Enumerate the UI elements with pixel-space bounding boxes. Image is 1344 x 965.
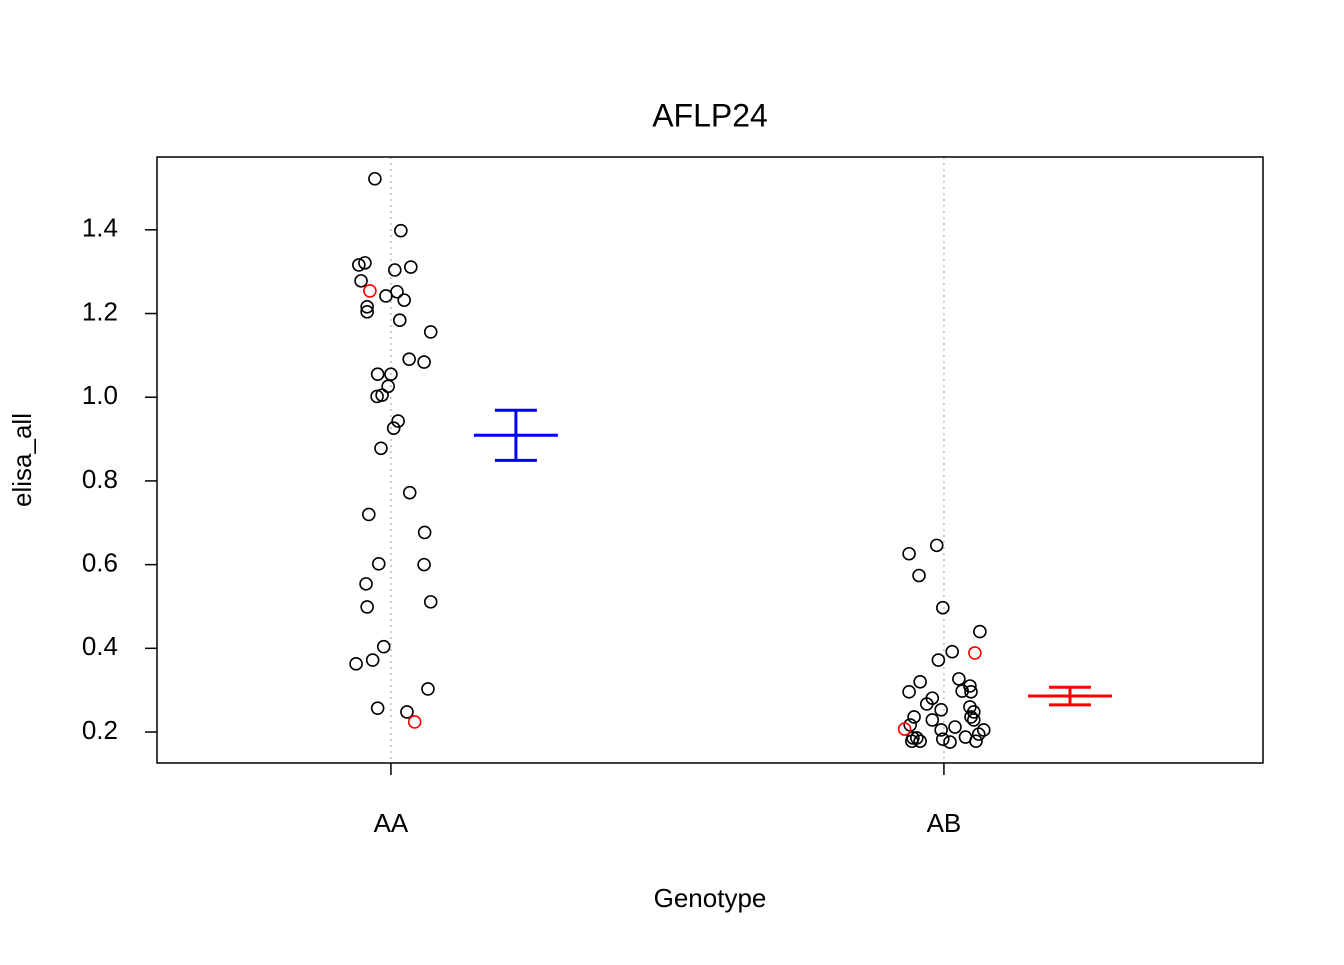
point: [934, 723, 948, 737]
point: [360, 300, 374, 314]
point: [966, 713, 981, 727]
point: [394, 223, 408, 238]
point: [359, 577, 373, 591]
point: [936, 600, 950, 615]
point: [936, 732, 950, 746]
y-tick-label: 0.2: [82, 715, 118, 745]
point: [402, 352, 416, 366]
y-axis-title: elisa_all: [7, 413, 37, 507]
point: [374, 441, 388, 456]
point: [973, 624, 987, 639]
point: [968, 646, 982, 660]
point: [969, 734, 983, 749]
point: [387, 263, 402, 277]
point: [897, 722, 912, 736]
y-tick-label: 1.0: [82, 380, 118, 410]
point: [421, 682, 435, 696]
point: [931, 653, 946, 667]
y-tick-label: 0.8: [82, 464, 118, 494]
x-axis-title: Genotype: [654, 883, 767, 913]
point: [955, 684, 969, 698]
point: [400, 705, 414, 719]
point: [365, 653, 380, 667]
point: [361, 507, 376, 522]
point: [913, 675, 927, 689]
point: [929, 538, 944, 553]
point: [912, 568, 926, 583]
point: [907, 710, 921, 724]
point: [407, 715, 422, 729]
point: [943, 735, 957, 749]
point: [349, 657, 363, 671]
point: [376, 639, 391, 654]
point: [913, 734, 927, 749]
point: [397, 293, 411, 307]
point: [934, 703, 948, 717]
point: [971, 727, 986, 741]
point: [948, 720, 962, 734]
y-tick-label: 0.4: [82, 631, 118, 661]
y-tick-label: 1.2: [82, 296, 118, 326]
point: [371, 556, 386, 571]
point: [925, 713, 940, 727]
point: [358, 256, 372, 270]
x-tick-label: AA: [374, 808, 409, 838]
point: [902, 546, 916, 561]
point: [905, 734, 919, 749]
point: [354, 274, 368, 288]
point: [379, 289, 393, 303]
point: [402, 485, 417, 500]
plot-frame: [156, 156, 1264, 764]
point: [368, 171, 382, 186]
point: [386, 421, 401, 435]
point: [352, 258, 366, 272]
point: [370, 367, 385, 382]
point: [370, 701, 385, 715]
point: [945, 644, 960, 659]
point: [370, 389, 384, 404]
y-tick-label: 1.4: [82, 213, 118, 243]
point: [417, 557, 431, 572]
point: [417, 525, 432, 540]
chart-title: AFLP24: [652, 97, 768, 133]
point: [363, 284, 377, 298]
point: [952, 672, 966, 686]
point: [392, 313, 407, 328]
point: [964, 710, 978, 724]
point: [423, 325, 438, 339]
point: [404, 260, 418, 274]
point: [964, 685, 978, 699]
point: [375, 388, 389, 402]
point: [919, 697, 934, 711]
point: [423, 595, 438, 609]
point: [360, 305, 374, 319]
point: [902, 685, 916, 699]
point: [391, 414, 405, 428]
x-tick-label: AB: [927, 808, 962, 838]
point: [360, 600, 374, 614]
y-tick-label: 0.6: [82, 548, 118, 578]
point: [417, 355, 431, 369]
